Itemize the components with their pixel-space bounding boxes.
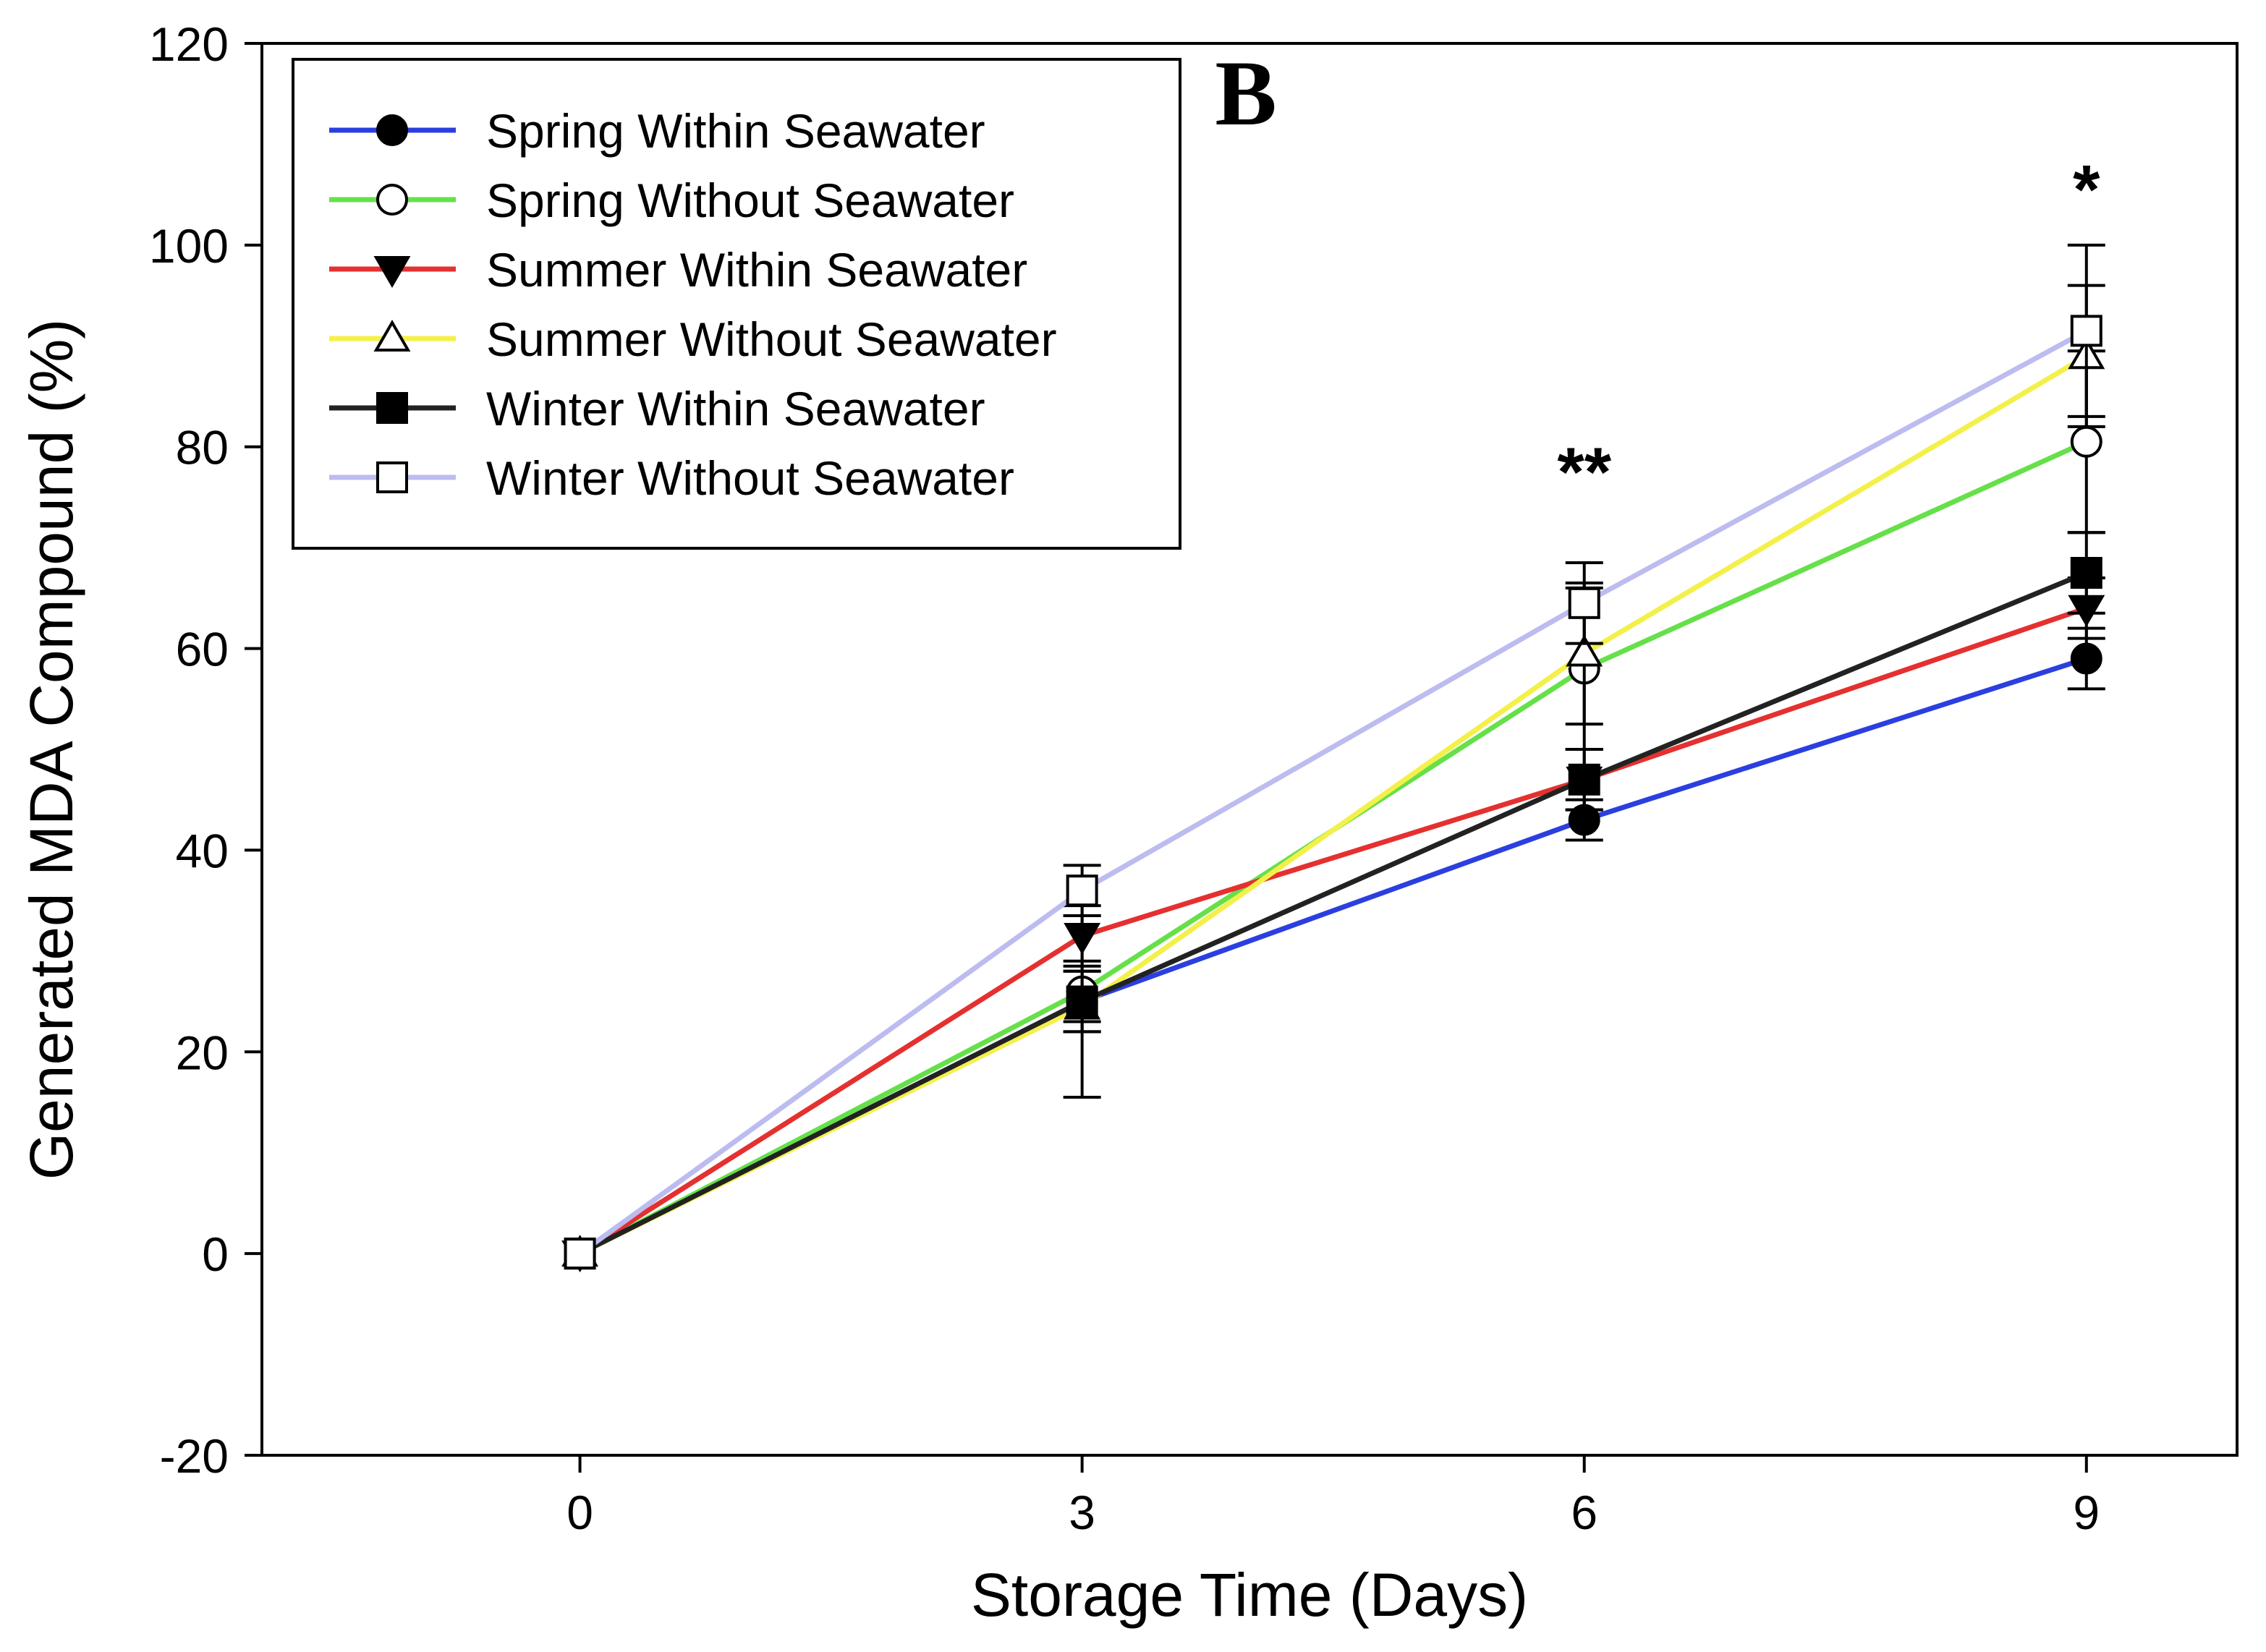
data-point — [2070, 315, 2102, 347]
data-point — [2070, 425, 2102, 458]
series-line — [578, 605, 2087, 1256]
x-tick-label: 6 — [1571, 1486, 1597, 1539]
x-tick-label: 0 — [566, 1486, 593, 1539]
legend-marker — [376, 461, 408, 493]
series-line — [579, 570, 2088, 1256]
legend-marker — [373, 320, 411, 352]
legend-marker — [373, 256, 411, 288]
y-tick-label: 120 — [149, 17, 229, 71]
legend-item-winter-without-seawater: Winter Without Seawater — [329, 451, 1014, 505]
significance-marker: * — [2073, 151, 2100, 229]
series-line — [578, 328, 2088, 1256]
data-point — [2070, 642, 2102, 675]
legend-label: Spring Within Seawater — [486, 104, 985, 158]
data-point — [2070, 557, 2102, 589]
data-point — [1066, 985, 1098, 1018]
legend-marker — [376, 114, 408, 146]
data-point — [1066, 874, 1098, 907]
legend-item-winter-within-seawater: Winter Within Seawater — [329, 382, 985, 435]
series-summer-within-seawater — [561, 576, 2105, 1273]
significance-marker: ** — [1557, 434, 1611, 511]
legend-item-summer-within-seawater: Summer Within Seawater — [329, 243, 1027, 297]
legend-marker — [376, 392, 408, 424]
x-axis-label: Storage Time (Days) — [971, 1561, 1528, 1629]
series-group — [561, 243, 2105, 1273]
data-point — [564, 1238, 596, 1270]
y-tick-label: 20 — [176, 1026, 229, 1079]
y-tick-label: -20 — [160, 1429, 229, 1483]
y-tick-label: 60 — [176, 623, 229, 676]
legend-label: Winter Without Seawater — [486, 451, 1014, 505]
legend: Spring Within Seawater Spring Without Sea… — [292, 58, 1181, 550]
series-spring-within-seawater — [564, 626, 2105, 1270]
legend-label: Spring Without Seawater — [486, 174, 1014, 227]
legend-item-summer-without-seawater: Summer Without Seawater — [329, 312, 1057, 366]
legend-marker — [376, 184, 408, 216]
y-tick-label: 80 — [176, 421, 229, 474]
legend-item-spring-without-seawater: Spring Without Seawater — [329, 174, 1014, 227]
data-point — [1568, 587, 1600, 619]
legend-label: Summer Within Seawater — [486, 243, 1027, 297]
y-axis-label: Generated MDA Compound (%) — [17, 319, 85, 1180]
series-winter-within-seawater — [564, 531, 2105, 1270]
data-point — [1566, 634, 1603, 667]
legend-box — [292, 58, 1181, 550]
legend-label: Summer Without Seawater — [486, 312, 1057, 366]
x-tick-label: 3 — [1069, 1486, 1095, 1539]
series-winter-without-seawater — [564, 243, 2105, 1270]
y-tick-label: 40 — [176, 824, 229, 877]
legend-label: Winter Within Seawater — [486, 382, 985, 435]
x-tick-label: 9 — [2073, 1486, 2100, 1539]
data-point — [1568, 763, 1600, 796]
series-line — [578, 439, 2088, 1256]
annotations: ***B — [1215, 42, 2100, 511]
panel-label: B — [1215, 42, 1276, 145]
axes: -20 0 20 40 60 80 100 120 0 3 6 9 Storage Time (Days… — [17, 17, 2239, 1629]
legend-item-spring-within-seawater: Spring Within Seawater — [329, 104, 985, 158]
y-tick-label: 100 — [149, 219, 229, 273]
y-tick-label: 0 — [202, 1227, 229, 1281]
plot-frame — [260, 42, 2239, 1457]
